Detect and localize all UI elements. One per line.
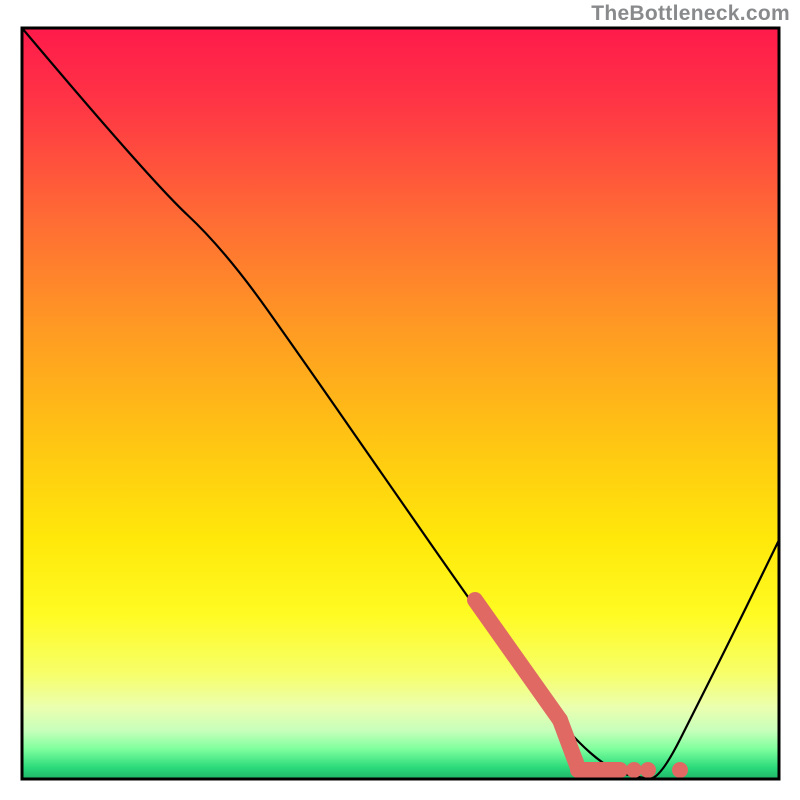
watermark-label: TheBottleneck.com <box>591 2 790 26</box>
gradient-background <box>22 28 779 779</box>
chart-canvas <box>0 0 800 800</box>
bottleneck-chart: TheBottleneck.com <box>0 0 800 800</box>
